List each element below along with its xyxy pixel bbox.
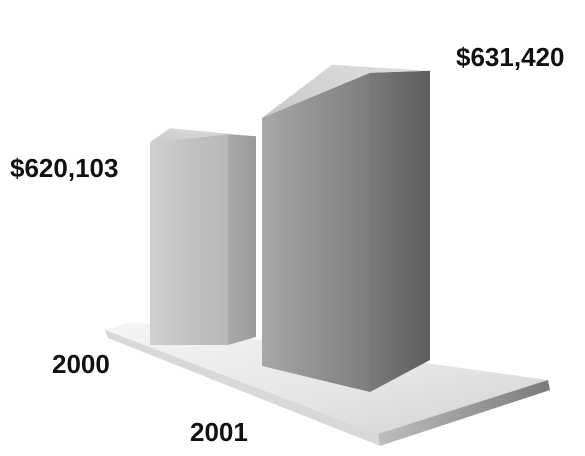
category-label: 2000 — [52, 349, 110, 379]
bar-2001 — [262, 64, 430, 392]
bar-side-face — [370, 70, 430, 392]
bar-side-face — [228, 134, 256, 345]
value-label: $620,103 — [10, 153, 118, 183]
floor-front-edge — [105, 330, 380, 446]
bar-top-face — [262, 64, 430, 118]
bar-front-face — [262, 72, 370, 392]
bar-front-face — [150, 134, 228, 345]
bars-layer — [150, 64, 430, 392]
category-label: 2001 — [190, 417, 248, 447]
value-label: $631,420 — [456, 42, 564, 72]
bar-top-face — [150, 128, 256, 143]
bar-2000 — [150, 128, 256, 345]
floor-edge — [378, 380, 550, 446]
